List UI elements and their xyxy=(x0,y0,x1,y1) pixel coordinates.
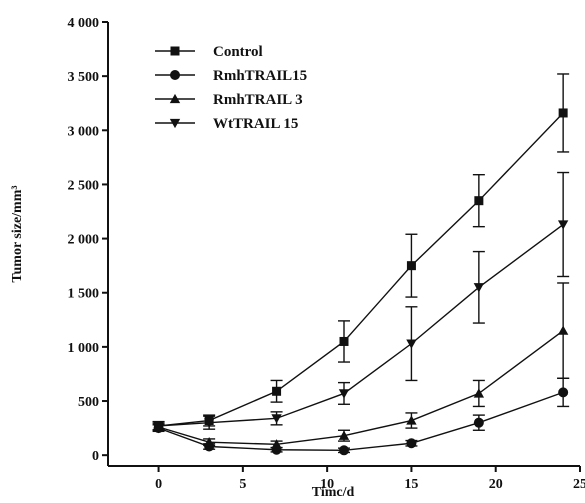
legend-label: Control xyxy=(213,44,263,60)
data-point xyxy=(338,430,350,440)
legend-item: RmhTRAIL15 xyxy=(155,68,307,84)
series-line xyxy=(158,330,564,446)
y-tick-label: 0 xyxy=(92,449,99,464)
data-point xyxy=(557,325,569,335)
legend-marker xyxy=(170,46,180,56)
series-triangle-down xyxy=(152,171,570,432)
data-point xyxy=(339,336,349,346)
data-point xyxy=(272,386,282,396)
y-tick-label: 1 000 xyxy=(68,341,100,356)
axes-layer: 0 500 1 000 1 500 2 000 2 500 3 000 3 500 4 000 0… xyxy=(68,16,585,492)
data-point xyxy=(473,388,485,398)
series-triangle-up xyxy=(152,282,570,449)
data-point xyxy=(406,261,416,271)
y-tick-label: 3 500 xyxy=(68,70,100,85)
data-point xyxy=(558,108,568,118)
y-tick-label: 3 000 xyxy=(68,124,100,139)
data-point xyxy=(474,196,484,206)
data-point xyxy=(406,415,417,425)
legend-item: Control xyxy=(155,44,263,60)
series-line xyxy=(158,391,564,451)
x-tick-label: 20 xyxy=(489,477,503,492)
legend-item: RmhTRAIL 3 xyxy=(155,92,303,108)
legend-label: WtTRAIL 15 xyxy=(213,116,298,132)
series-layer xyxy=(152,73,570,456)
x-tick-label: 15 xyxy=(404,477,418,492)
x-tick-label: 0 xyxy=(155,477,162,492)
legend-marker xyxy=(169,93,181,104)
data-point xyxy=(338,389,350,399)
data-point xyxy=(406,339,417,349)
data-point xyxy=(557,220,569,230)
data-point xyxy=(406,438,417,449)
data-point xyxy=(473,417,484,428)
legend: Control RmhTRAIL15 RmhTRAIL 3 WtTRAIL 15 xyxy=(155,44,307,132)
data-point xyxy=(271,439,282,449)
legend-label: RmhTRAIL15 xyxy=(213,68,307,84)
data-point xyxy=(558,387,569,398)
data-point xyxy=(153,421,164,432)
data-point xyxy=(339,445,349,456)
y-tick-label: 500 xyxy=(78,395,99,410)
y-tick-label: 2 000 xyxy=(68,233,100,248)
legend-marker xyxy=(169,118,181,129)
data-point xyxy=(203,418,215,428)
y-tick-label: 4 000 xyxy=(68,16,100,31)
y-tick-label: 2 500 xyxy=(68,178,100,193)
x-axis-title: Timc/d xyxy=(312,485,355,500)
legend-item: WtTRAIL 15 xyxy=(155,116,298,132)
x-tick-label: 10 xyxy=(320,477,334,492)
y-tick-label: 1 500 xyxy=(68,287,100,302)
x-tick-label: 25 xyxy=(573,477,585,492)
data-point xyxy=(271,414,282,424)
data-point xyxy=(203,437,215,447)
series-line xyxy=(158,223,564,427)
data-point xyxy=(473,283,485,293)
y-axis-title: Tumor size/mm³ xyxy=(10,185,25,282)
legend-label: RmhTRAIL 3 xyxy=(213,92,303,108)
x-tick-label: 5 xyxy=(239,477,246,492)
legend-marker xyxy=(170,70,180,80)
